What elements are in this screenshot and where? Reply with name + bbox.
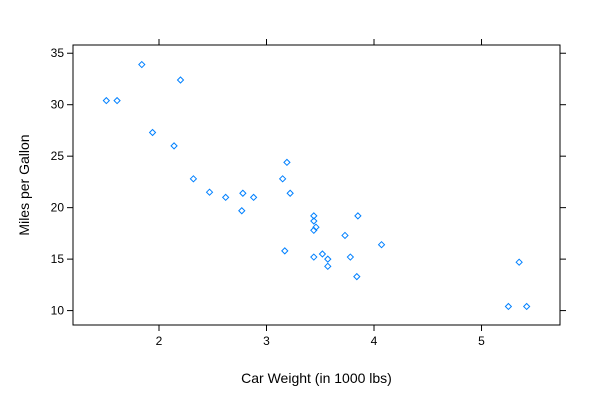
plot-frame	[72, 44, 561, 326]
data-point	[310, 212, 318, 220]
point-group	[102, 60, 531, 311]
x-tick-label: 5	[478, 334, 485, 348]
y-axis-title: Miles per Gallon	[16, 134, 32, 235]
data-point	[238, 207, 246, 215]
y-tick-label: 15	[51, 252, 65, 266]
data-point	[113, 96, 121, 105]
data-point	[312, 223, 320, 231]
data-point	[281, 247, 289, 255]
data-point	[515, 258, 523, 266]
data-point	[283, 158, 291, 167]
data-point	[239, 189, 247, 197]
data-point	[278, 175, 287, 183]
data-point	[176, 76, 185, 84]
data-point	[286, 189, 294, 197]
data-point	[189, 175, 198, 183]
data-point	[504, 302, 513, 311]
data-point	[102, 96, 111, 105]
data-point	[324, 255, 332, 263]
data-point	[249, 193, 258, 202]
x-tick-label: 2	[156, 334, 163, 348]
data-point	[138, 60, 146, 69]
data-point	[310, 217, 318, 225]
x-tick-label: 3	[263, 334, 270, 348]
data-point	[377, 240, 386, 249]
data-point	[346, 253, 355, 261]
y-tick-label: 30	[51, 98, 65, 112]
x-axis-title: Car Weight (in 1000 lbs)	[241, 370, 392, 386]
y-tick-label: 25	[51, 149, 65, 163]
data-point	[205, 188, 214, 196]
data-point	[354, 212, 362, 220]
tick-group: 2 3 4 5 10 15 20 25 30 35	[51, 39, 566, 348]
data-point	[318, 250, 327, 258]
data-point	[341, 231, 349, 240]
data-point	[221, 193, 230, 202]
data-point	[170, 142, 178, 150]
y-tick-label: 10	[51, 304, 65, 318]
x-tick-label: 4	[371, 334, 378, 348]
data-point	[148, 128, 157, 137]
data-point	[310, 226, 318, 235]
data-point	[310, 253, 318, 261]
y-tick-label: 35	[51, 46, 65, 60]
data-point	[522, 302, 531, 311]
data-point	[324, 262, 332, 271]
data-point	[353, 272, 361, 281]
y-tick-label: 20	[51, 201, 65, 215]
